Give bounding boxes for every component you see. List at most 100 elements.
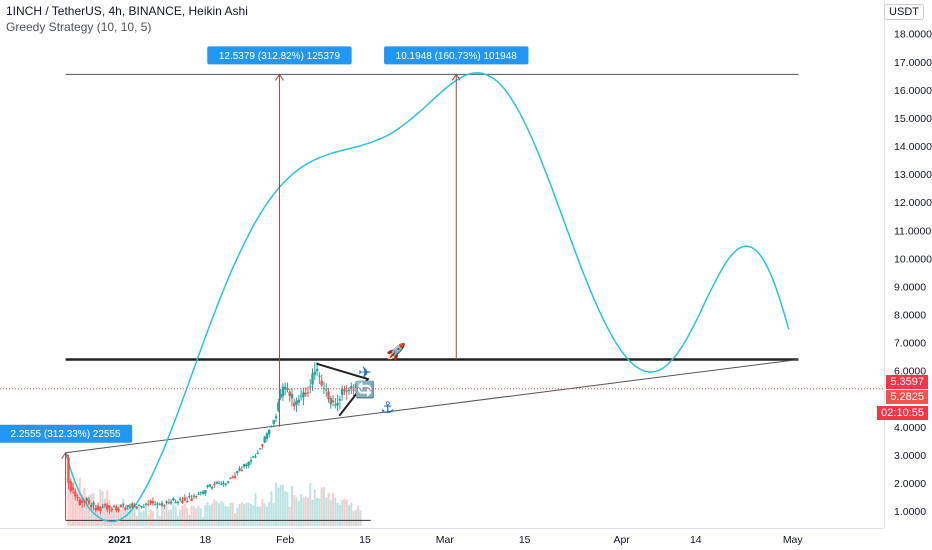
candle-body — [151, 501, 155, 504]
candle-body — [279, 394, 282, 398]
support-trendline — [65, 358, 799, 454]
candle-body — [101, 506, 104, 508]
indicator-label[interactable]: Greedy Strategy (10, 10, 5) — [6, 20, 152, 34]
candle-body — [108, 505, 111, 508]
volume-bar — [197, 505, 200, 526]
volume-bar — [213, 499, 216, 526]
candle-body — [224, 483, 228, 485]
volume-bar — [332, 493, 335, 526]
volume-bar — [277, 487, 280, 526]
volume-bar — [229, 502, 232, 526]
volume-bar — [74, 489, 77, 526]
volume-bar — [322, 486, 325, 526]
volume-bar — [181, 505, 184, 526]
candle-body — [283, 386, 287, 390]
candle-body — [74, 491, 77, 497]
volume-bar — [174, 506, 177, 526]
volume-bar — [211, 503, 214, 526]
candle-body — [318, 375, 321, 377]
volume-bar — [190, 505, 193, 526]
candle-body — [117, 508, 120, 511]
candle-body — [352, 389, 355, 391]
volume-bar — [158, 516, 161, 526]
volume-bar — [327, 493, 330, 526]
volume-bar — [309, 483, 312, 526]
candle-body — [128, 506, 132, 508]
candle-body — [270, 426, 273, 428]
volume-bar — [281, 484, 284, 526]
volume-bar — [113, 508, 116, 526]
y-tick-label: 1.0000 — [894, 506, 926, 518]
x-tick-label: Apr — [613, 534, 630, 546]
y-tick-label: 8.0000 — [894, 310, 926, 322]
volume-bar — [336, 502, 339, 526]
volume-bar — [195, 508, 198, 526]
volume-bar — [313, 489, 316, 526]
candle-body — [131, 503, 134, 508]
candle-body — [85, 498, 88, 501]
volume-bar — [284, 491, 287, 526]
candle-body — [359, 390, 362, 392]
candle-body — [334, 404, 337, 406]
volume-bar — [110, 509, 113, 526]
volume-bar — [151, 511, 154, 526]
candle-body — [174, 502, 177, 504]
last-price-tag: 5.3597 — [886, 375, 928, 389]
currency-badge[interactable]: USDT — [884, 4, 924, 20]
candle-body — [240, 470, 244, 472]
volume-bar — [215, 501, 218, 526]
volume-bar — [222, 502, 225, 526]
candle-body — [165, 501, 168, 503]
candle-body — [76, 496, 79, 498]
volume-bar — [240, 502, 243, 526]
volume-bar — [286, 491, 289, 526]
volume-bar — [300, 494, 303, 526]
anchor-icon: ⚓ — [381, 398, 395, 417]
volume-bar — [179, 509, 182, 526]
volume-bar — [115, 504, 118, 526]
volume-bar — [224, 506, 227, 526]
volume-bar — [272, 502, 275, 526]
rocket-icon: 🚀 — [386, 342, 406, 361]
volume-bar — [259, 506, 262, 526]
candle-body — [236, 471, 239, 473]
candle-body — [229, 477, 232, 479]
candle-body — [147, 503, 150, 505]
volume-bar — [72, 482, 75, 526]
candle-body — [87, 500, 91, 504]
volume-bar — [263, 503, 266, 526]
candle-body — [325, 389, 328, 391]
volume-bar — [206, 501, 209, 526]
candle-body — [302, 392, 305, 398]
x-tick-label: May — [783, 534, 804, 546]
volume-bar — [279, 484, 282, 526]
candle-body — [345, 390, 348, 392]
candle-body — [265, 433, 269, 439]
candle-body — [242, 463, 246, 467]
volume-bar — [183, 504, 186, 526]
candle-body — [320, 380, 323, 386]
volume-bar — [208, 505, 211, 526]
volume-bar — [81, 494, 84, 526]
volume-bar — [135, 516, 138, 526]
measure-label-box — [0, 424, 133, 443]
candle-body — [160, 503, 164, 506]
y-tick-label: 6.0000 — [894, 366, 926, 378]
volume-bar — [334, 497, 337, 526]
measure-label-box — [207, 46, 352, 65]
volume-bar — [154, 518, 157, 526]
x-tick-label: 15 — [519, 534, 531, 546]
candle-body — [306, 392, 310, 394]
candle-body — [194, 496, 198, 498]
candle-body — [286, 388, 289, 391]
candle-body — [343, 389, 346, 392]
volume-bar — [199, 508, 202, 526]
volume-bar — [256, 506, 259, 526]
candle-body — [215, 481, 218, 484]
symbol-title: 1INCH / TetherUS, 4h, BINANCE, Heikin As… — [6, 4, 248, 18]
candle-body — [137, 505, 141, 507]
volume-bar — [265, 506, 268, 526]
candle-body — [299, 395, 303, 397]
volume-bar — [348, 504, 351, 526]
